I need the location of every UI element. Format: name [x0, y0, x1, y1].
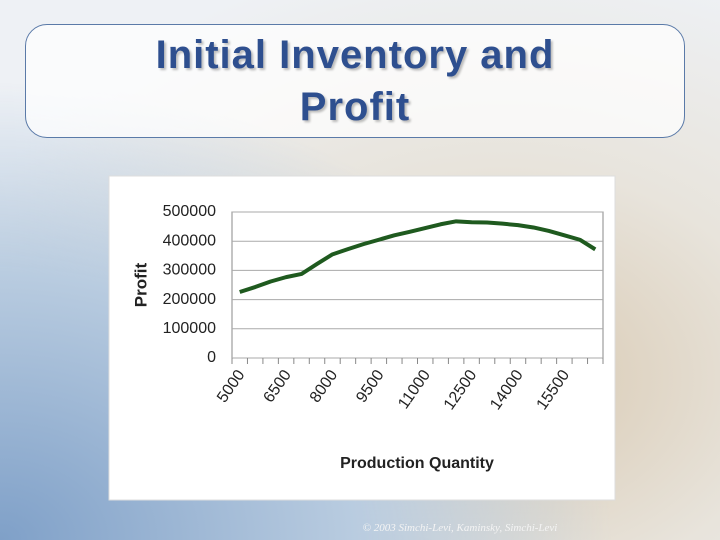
y-tick-label: 100000 — [163, 320, 216, 337]
footer: © 2003 Simchi-Levi, Kaminsky, Simchi-Lev… — [362, 522, 558, 534]
line-series — [239, 219, 597, 294]
y-tick-label: 500000 — [163, 203, 216, 220]
y-tick-label: 300000 — [163, 262, 216, 279]
slide-title: Initial Inventory and Profit — [155, 33, 555, 129]
plot-area — [231, 211, 604, 359]
x-axis-label: Production Quantity — [340, 455, 494, 472]
y-tick-label: 0 — [207, 349, 216, 366]
y-tick-label: 400000 — [163, 232, 216, 249]
y-axis-label: Profit — [131, 262, 150, 307]
y-tick-label: 200000 — [163, 291, 216, 308]
title-box: Initial Inventory and Profit — [25, 24, 685, 138]
